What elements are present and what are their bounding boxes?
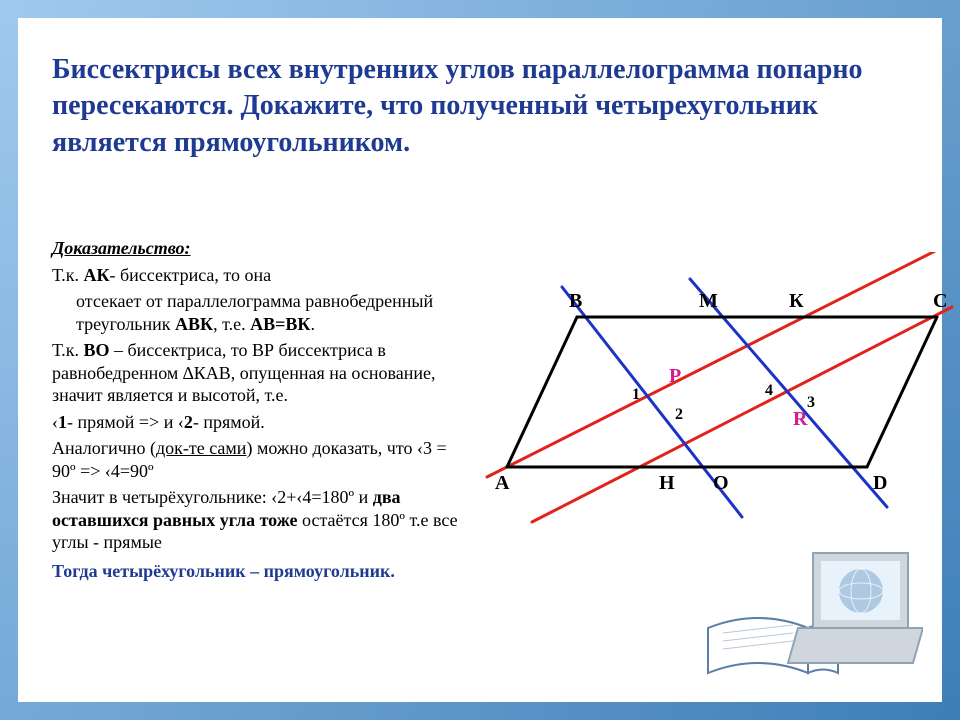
proof-line-1: Т.к. АК- биссектриса, то она (52, 264, 472, 287)
laptop-book-decor (703, 533, 923, 683)
svg-text:О: О (713, 472, 729, 494)
proof-text: Доказательство: Т.к. АК- биссектриса, то… (52, 237, 472, 586)
proof-line-3: Т.к. ВО – биссектриса, то ВР биссектриса… (52, 339, 472, 407)
slide-inner: Биссектрисы всех внутренних углов паралл… (22, 22, 938, 698)
proof-line-4: ‹1- прямой => и ‹2- прямой. (52, 411, 472, 434)
svg-text:С: С (933, 290, 947, 312)
svg-text:A: A (495, 472, 510, 494)
svg-text:D: D (873, 472, 887, 494)
proof-line-6: Значит в четырёхугольнике: ‹2+‹4=180º и … (52, 486, 472, 554)
proof-line-2: отсекает от параллелограмма равнобедренн… (76, 290, 472, 335)
svg-text:В: В (569, 290, 582, 312)
svg-text:4: 4 (765, 382, 773, 399)
svg-text:1: 1 (632, 386, 640, 403)
proof-line-5: Аналогично (док-те сами) можно доказать,… (52, 437, 472, 482)
svg-text:К: К (789, 290, 804, 312)
svg-text:R: R (793, 408, 808, 430)
proof-header: Доказательство: (52, 237, 472, 260)
parallelogram-diagram: A В С D М К Н О Р R 1 2 3 4 (477, 252, 957, 552)
svg-text:Р: Р (669, 365, 681, 387)
slide-title: Биссектрисы всех внутренних углов паралл… (52, 52, 908, 161)
svg-text:Н: Н (659, 472, 675, 494)
svg-text:2: 2 (675, 406, 683, 423)
svg-text:3: 3 (807, 394, 815, 411)
svg-text:М: М (699, 290, 718, 312)
proof-conclusion: Тогда четырёхугольник – прямоугольник. (52, 560, 472, 583)
